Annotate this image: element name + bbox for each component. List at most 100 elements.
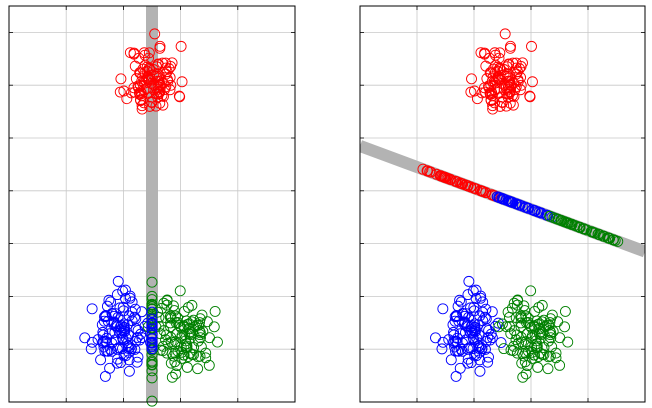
scatter-point <box>157 340 169 352</box>
scatter-point <box>436 343 448 355</box>
scatter-point <box>179 329 191 341</box>
scatter-point <box>515 331 527 343</box>
projected-point <box>146 317 158 329</box>
scatter-point <box>188 314 199 326</box>
scatter-point <box>95 354 107 366</box>
scatter-point <box>466 320 478 331</box>
projected-point <box>592 228 604 240</box>
scatter-point <box>117 343 128 355</box>
scatter-point <box>459 310 471 322</box>
scatter-point <box>486 306 498 318</box>
scatter-point <box>181 342 193 354</box>
projected-point <box>562 217 573 229</box>
scatter-point <box>475 292 487 304</box>
scatter-point <box>504 97 516 109</box>
scatter-panel-left <box>8 5 296 407</box>
scatter-point <box>462 357 474 369</box>
scatter-point <box>545 313 557 325</box>
scatter-point <box>516 312 528 324</box>
scatter-point <box>105 296 117 308</box>
scatter-point <box>468 301 480 313</box>
scatter-point <box>467 343 479 355</box>
scatter-point <box>535 326 547 338</box>
scatter-point <box>443 334 455 346</box>
scatter-point <box>146 96 158 108</box>
scatter-point <box>163 63 175 75</box>
projected-point <box>599 231 611 243</box>
scatter-point <box>533 301 545 313</box>
scatter-point <box>469 322 481 334</box>
scatter-point <box>474 365 486 377</box>
projected-point <box>550 213 562 225</box>
scatter-point <box>484 334 496 346</box>
scatter-point <box>156 57 168 69</box>
scatter-point <box>479 343 491 355</box>
projected-point <box>436 170 448 182</box>
scatter-point <box>507 99 519 111</box>
projected-point <box>578 223 590 235</box>
scatter-point <box>129 311 141 323</box>
scatter-point <box>521 360 533 372</box>
scatter-point <box>154 97 166 109</box>
scatter-point <box>120 284 131 296</box>
scatter-point <box>471 93 483 105</box>
projected-point <box>544 210 556 222</box>
scatter-point <box>124 292 136 304</box>
scatter-point <box>505 40 516 52</box>
scatter-point <box>430 332 441 344</box>
scatter-point <box>544 325 556 337</box>
scatter-point <box>131 332 143 343</box>
scatter-point <box>200 352 212 364</box>
scatter-point <box>161 66 173 78</box>
scatter-point <box>474 354 486 366</box>
scatter-point <box>529 329 541 341</box>
scatter-panel-right <box>359 5 646 403</box>
scatter-point <box>164 311 176 323</box>
projected-point <box>496 193 508 205</box>
scatter-point <box>477 306 488 318</box>
scatter-point <box>124 341 136 353</box>
scatter-point <box>115 357 127 368</box>
scatter-point <box>483 82 495 94</box>
scatter-point <box>463 275 475 287</box>
scatter-point <box>85 343 97 355</box>
scatter-point <box>139 49 151 61</box>
projected-point <box>146 343 158 355</box>
projected-point <box>146 323 158 335</box>
scatter-point <box>554 359 566 371</box>
scatter-point <box>129 303 141 315</box>
scatter-point <box>97 335 109 347</box>
scatter-point <box>458 318 470 330</box>
scatter-point <box>117 301 129 313</box>
scatter-point <box>489 66 501 78</box>
scatter-point <box>203 359 215 371</box>
scatter-point <box>171 360 183 372</box>
scatter-point <box>534 347 546 359</box>
scatter-point <box>492 70 504 82</box>
scatter-point <box>465 357 477 368</box>
scatter-point <box>531 342 543 354</box>
scatter-point <box>545 332 557 344</box>
scatter-point <box>479 311 491 323</box>
scatter-point <box>437 336 449 348</box>
scatter-point <box>123 310 135 322</box>
scatter-point <box>160 81 172 93</box>
projected-point <box>424 166 436 178</box>
scatter-point <box>518 300 530 312</box>
scatter-point <box>526 40 537 52</box>
projected-point <box>556 215 567 227</box>
scatter-point <box>485 328 497 340</box>
scatter-point <box>122 319 133 331</box>
scatter-point <box>487 103 499 115</box>
scatter-point <box>502 70 514 82</box>
scatter-point <box>104 362 116 374</box>
scatter-point <box>532 361 544 373</box>
scatter-point <box>524 91 536 103</box>
scatter-point <box>102 345 114 357</box>
scatter-point <box>515 311 527 323</box>
projected-point <box>480 187 492 198</box>
projected-point <box>146 301 158 313</box>
scatter-point <box>101 332 113 344</box>
scatter-point <box>135 88 147 100</box>
scatter-point <box>152 59 164 71</box>
